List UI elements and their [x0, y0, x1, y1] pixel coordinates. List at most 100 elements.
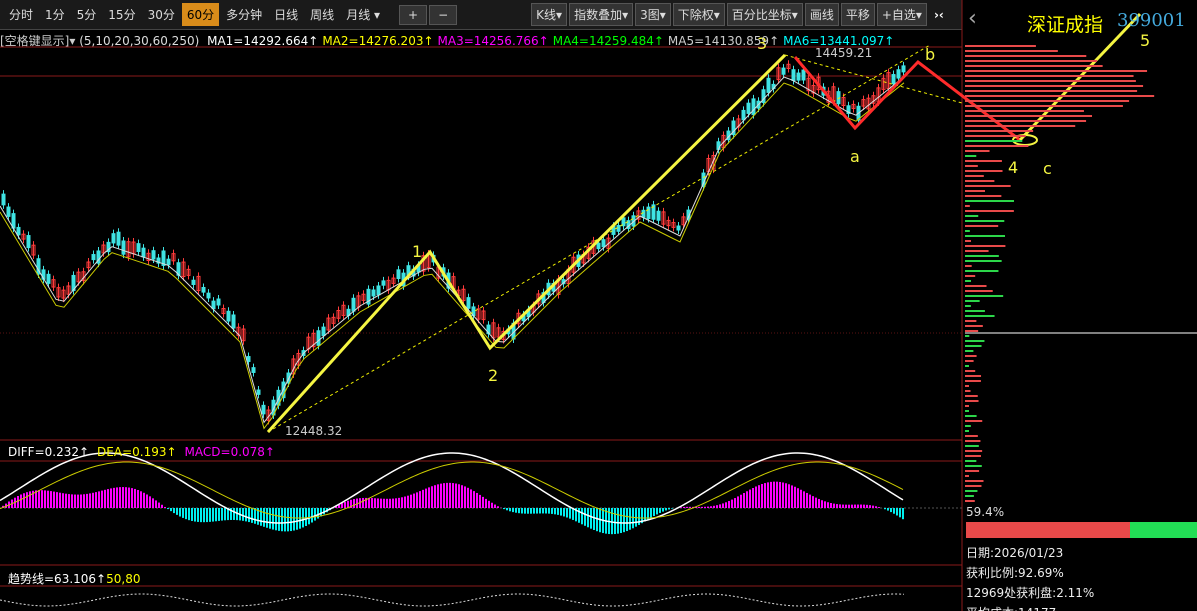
candle-body — [781, 67, 786, 75]
candle-body — [246, 356, 251, 362]
tool-button[interactable]: 下除权▾ — [672, 3, 725, 26]
candle-body — [216, 298, 221, 306]
macd-items: DIFF=0.232↑ DEA=0.193↑ MACD=0.078↑ — [0, 445, 275, 459]
index-name: 深证成指 — [1027, 14, 1104, 36]
tool-button[interactable]: +自选▾ — [876, 3, 927, 26]
chip-bar — [965, 165, 978, 167]
candle-body — [731, 120, 736, 136]
chip-bar — [965, 235, 1005, 237]
tool-button[interactable]: 指数叠加▾ — [569, 3, 634, 26]
chip-bar — [965, 200, 1014, 202]
tool-button[interactable]: K线▾ — [531, 3, 568, 26]
chip-bar — [965, 315, 995, 317]
chip-bar — [965, 120, 1087, 122]
chip-bar — [965, 345, 982, 347]
ma-value: MA5=14130.859↑ — [667, 34, 780, 48]
candle-body — [341, 304, 346, 316]
chip-bar — [965, 65, 1103, 67]
period-button[interactable]: 月线 ▾ — [346, 8, 381, 22]
chip-bar — [965, 445, 979, 447]
candle-body — [806, 77, 811, 92]
chip-bar — [965, 390, 971, 392]
index-code: 399001 — [1117, 10, 1186, 31]
chip-bar — [965, 160, 1002, 162]
chip-bar — [965, 480, 984, 482]
chip-bar — [965, 320, 977, 322]
chip-bar — [965, 385, 969, 387]
candle-body — [681, 216, 686, 226]
candle-body — [136, 243, 141, 253]
wave-label: b — [925, 45, 935, 64]
chip-bar — [965, 300, 980, 302]
ma-value: MA2=14276.203↑ — [322, 34, 434, 48]
period-button[interactable]: 多分钟 — [226, 8, 263, 22]
candle-body — [891, 74, 896, 85]
candle-body — [201, 286, 206, 293]
candle-body — [851, 103, 856, 109]
candle-body — [16, 226, 21, 236]
candle-body — [486, 324, 491, 335]
zoom-button[interactable]: − — [429, 4, 458, 25]
candle-body — [366, 288, 371, 305]
chip-bar — [965, 115, 1093, 117]
candle-body — [196, 275, 201, 292]
chip-bar — [965, 150, 990, 152]
chip-bar — [965, 190, 986, 192]
candle-body — [496, 327, 501, 338]
chip-bar — [965, 490, 978, 492]
chip-bar — [965, 295, 1004, 297]
chip-bar — [965, 470, 980, 472]
chip-bar — [965, 45, 1036, 47]
chip-bar — [965, 100, 1130, 102]
ma-hint[interactable]: [空格键显示]▾ — [0, 34, 76, 48]
period-button[interactable]: 1分 — [45, 8, 65, 22]
chip-bar — [965, 500, 975, 502]
zoom-button[interactable]: + — [399, 4, 428, 25]
candle-body — [676, 225, 681, 231]
candle-body — [846, 105, 851, 115]
chip-bar — [965, 230, 970, 232]
chip-bar — [965, 460, 977, 462]
period-button[interactable]: 5分 — [76, 8, 97, 22]
candle-body — [1, 193, 6, 206]
chip-bar — [965, 335, 970, 337]
tool-button[interactable]: 百分比坐标▾ — [726, 3, 803, 26]
candle-body — [476, 308, 481, 320]
chip-bar — [965, 430, 969, 432]
candle-body — [56, 287, 61, 298]
period-button[interactable]: 15分 — [108, 8, 136, 22]
candle-body — [251, 367, 256, 373]
candle-body — [86, 261, 91, 269]
wave-label: 1 — [412, 242, 422, 261]
candle-body — [776, 67, 781, 81]
candle-body — [466, 297, 471, 309]
period-button[interactable]: 30分 — [147, 8, 175, 22]
trend-line — [267, 44, 931, 433]
candle-body — [326, 317, 331, 331]
period-button[interactable]: 日线 — [274, 8, 299, 22]
candle-body — [21, 233, 26, 240]
chip-bar — [965, 110, 1084, 112]
candle-body — [616, 225, 621, 232]
info-line: 获利比例:92.69% — [966, 566, 1064, 580]
candle-body — [741, 109, 746, 121]
period-button[interactable]: 周线 — [310, 8, 335, 22]
period-button[interactable]: 60分 — [181, 3, 220, 26]
back-button[interactable]: ‹ — [968, 6, 977, 31]
tool-button[interactable]: 3图▾ — [635, 3, 671, 26]
candle-body — [181, 261, 186, 278]
trend-legend: 趋势线=63.106↑50,80 — [8, 570, 140, 587]
tool-button[interactable]: 平移 — [840, 3, 875, 26]
candle-body — [791, 69, 796, 82]
candle-body — [801, 69, 806, 81]
collapse-button[interactable]: ›‹ — [933, 7, 944, 22]
period-button[interactable]: 分时 — [9, 8, 34, 22]
chip-bar — [965, 350, 974, 352]
wave-line — [266, 53, 787, 434]
chip-bar — [965, 95, 1155, 97]
chip-bar — [965, 140, 1023, 142]
candle-body — [881, 77, 886, 90]
toolbar: 分时 1分 5分 15分 30分 60分 多分钟 日线 周线 月线 ▾ + − K线▾ 指数叠加▾ 3图▾ 下… — [0, 0, 962, 30]
tool-button[interactable]: 画线 — [804, 3, 839, 26]
